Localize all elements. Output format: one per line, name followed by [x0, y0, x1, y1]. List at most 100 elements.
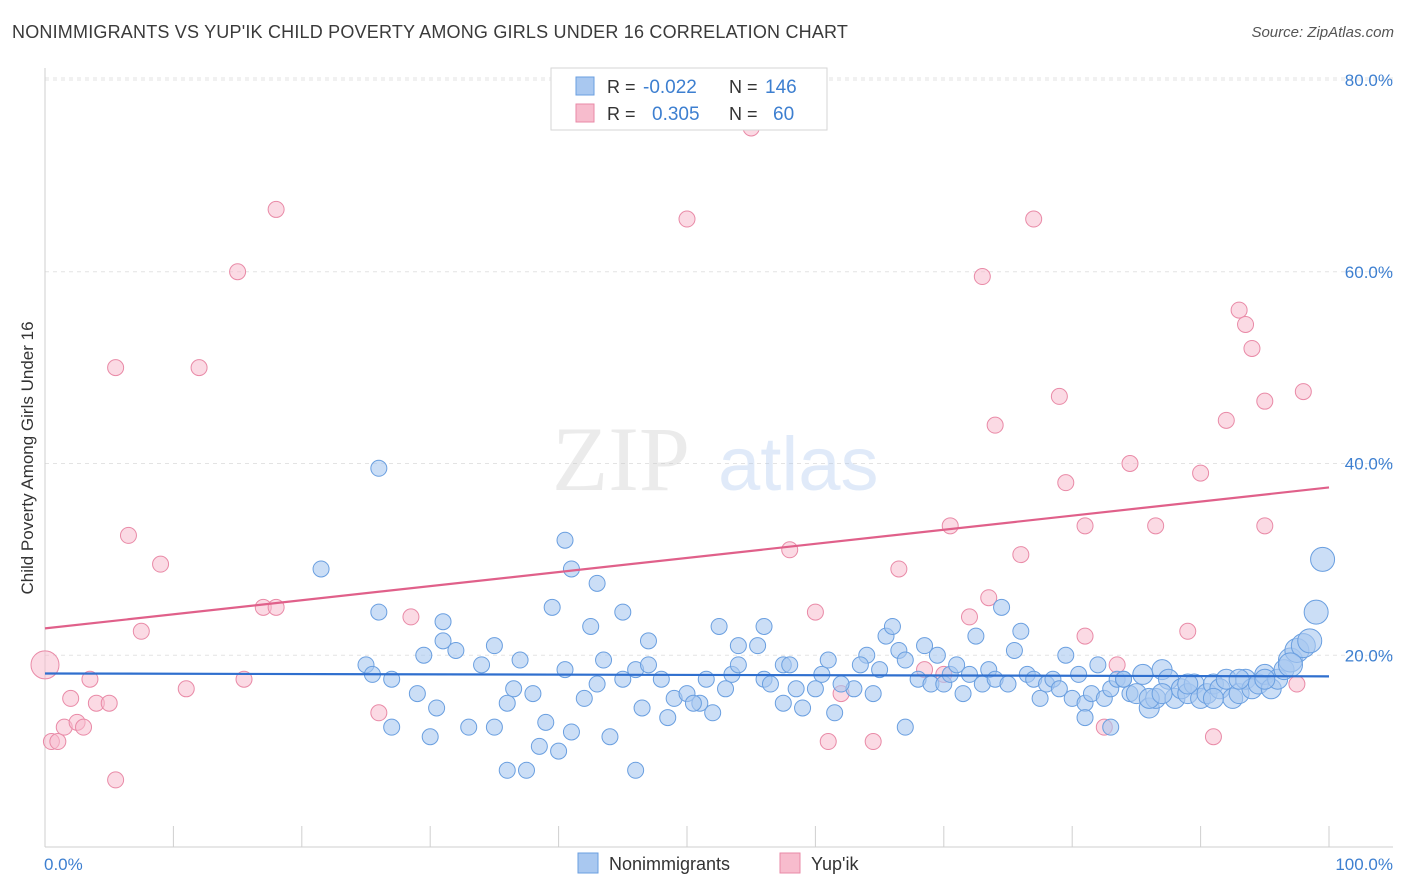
yupik-point [980, 589, 998, 607]
nonimmigrants-point [1102, 718, 1120, 736]
nonimmigrants-point [447, 641, 465, 659]
nonimmigrants-point [697, 670, 715, 688]
nonimmigrants-point [864, 685, 882, 703]
nonimmigrants-point [1297, 628, 1323, 654]
yupik-point [890, 560, 908, 578]
legend-n-label-pink: N = [729, 104, 758, 124]
yupik-point [75, 718, 93, 736]
nonimmigrants-point [582, 617, 600, 635]
nonimmigrants-point [781, 656, 799, 674]
legend-swatch-pink [575, 103, 595, 123]
nonimmigrants-point [774, 694, 792, 712]
nonimmigrants-point [428, 699, 446, 717]
nonimmigrants-point [550, 742, 568, 760]
yupik-point [49, 733, 67, 751]
nonimmigrants-point [1089, 656, 1107, 674]
legend-bottom-swatch-blue [577, 852, 599, 874]
legend-stats: R = -0.022 N = 146 R = 0.305 N = 60 [550, 67, 828, 131]
yupik-point [1179, 622, 1197, 640]
yupik-point [267, 200, 285, 218]
x-tick-label-max: 100.0% [1335, 855, 1393, 874]
yupik-point [1025, 210, 1043, 228]
y-tick-labels: 20.0% 40.0% 60.0% 80.0% [1345, 71, 1393, 665]
nonimmigrants-point [1277, 652, 1303, 678]
yupik-point [132, 622, 150, 640]
nonimmigrants-point [717, 680, 735, 698]
yupik-point [107, 359, 125, 377]
nonimmigrants-point [1202, 687, 1224, 709]
nonimmigrants-point [749, 637, 767, 655]
legend-n-value-blue: 146 [765, 77, 797, 98]
nonimmigrants-point [704, 704, 722, 722]
yupik-point [864, 733, 882, 751]
legend-n-value-pink: 60 [773, 104, 794, 125]
nonimmigrants-point [556, 531, 574, 549]
yupik-point [229, 263, 247, 281]
yupik-point [1121, 455, 1139, 472]
nonimmigrants-point [434, 613, 452, 631]
yupik-point [81, 670, 99, 688]
nonimmigrants-point [485, 718, 503, 736]
yupik-point [190, 359, 208, 377]
yupik-point [100, 694, 118, 712]
y-tick-label-20: 20.0% [1345, 646, 1393, 665]
nonimmigrants-point [1151, 683, 1173, 705]
watermark-zip: ZIP [552, 408, 690, 510]
nonimmigrants-point [588, 574, 606, 592]
legend-bottom-label-pink: Yup'ik [811, 854, 859, 874]
yupik-point [30, 650, 60, 680]
watermark: ZIP atlas [552, 408, 879, 510]
axes [44, 68, 1393, 848]
y-tick-label-60: 60.0% [1345, 263, 1393, 282]
nonimmigrants-point [1177, 673, 1199, 695]
nonimmigrants-point [518, 761, 535, 779]
y-axis-label: Child Poverty Among Girls Under 16 [18, 321, 37, 594]
nonimmigrants-point [370, 459, 388, 477]
legend-r-value-pink: 0.305 [652, 104, 700, 125]
nonimmigrants-point [1115, 670, 1133, 688]
nonimmigrants-point [871, 661, 889, 679]
nonimmigrants-point [896, 651, 914, 669]
nonimmigrants-point [312, 560, 330, 578]
nonimmigrants-point [601, 728, 619, 746]
yupik-point [1192, 464, 1210, 482]
yupik-point [62, 689, 80, 707]
nonimmigrants-point [806, 680, 824, 698]
nonimmigrants-point [684, 694, 702, 712]
nonimmigrants-point [633, 699, 651, 717]
yupik-point [1108, 656, 1126, 674]
nonimmigrants-points [312, 459, 1336, 779]
yupik-point [402, 608, 420, 626]
yupik-point [1147, 517, 1165, 535]
yupik-point [1050, 387, 1068, 405]
nonimmigrants-point [1228, 668, 1250, 690]
nonimmigrants-point [832, 675, 850, 693]
legend-bottom-swatch-pink [779, 852, 801, 874]
yupik-point [152, 555, 170, 573]
yupik-point [781, 541, 799, 559]
nonimmigrants-point [1005, 641, 1023, 659]
legend-swatch-blue [575, 76, 595, 96]
nonimmigrants-point [954, 685, 972, 703]
nonimmigrants-point [729, 656, 747, 674]
legend-r-label-pink: R = [607, 104, 636, 124]
nonimmigrants-point [505, 680, 523, 698]
yupik-point [119, 526, 137, 544]
nonimmigrants-point [485, 637, 503, 655]
nonimmigrants-point [1132, 663, 1154, 685]
nonimmigrants-point [1076, 709, 1094, 727]
nonimmigrants-point [928, 646, 946, 664]
nonimmigrants-point [511, 651, 529, 669]
gridlines [45, 77, 1393, 656]
yupik-point [1230, 301, 1248, 319]
legend-r-label-blue: R = [607, 77, 636, 97]
yupik-point [1057, 474, 1075, 492]
legend-series: Nonimmigrants Yup'ik [577, 852, 859, 874]
nonimmigrants-point [794, 699, 812, 717]
yupik-point [941, 517, 959, 535]
x-tick-label-min: 0.0% [44, 855, 83, 874]
nonimmigrants-point [614, 603, 632, 621]
nonimmigrants-point [652, 670, 670, 688]
yupik-point [806, 603, 824, 621]
